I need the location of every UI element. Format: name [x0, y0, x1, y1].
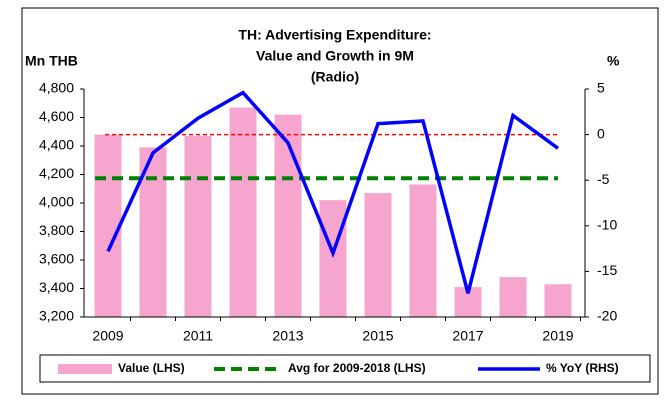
y2-tick-label: 5 [597, 80, 605, 96]
y2-tick-label: -5 [597, 171, 610, 187]
legend-label: Avg for 2009-2018 (LHS) [288, 361, 426, 375]
bar [319, 200, 347, 317]
x-tick-label: 2013 [272, 328, 303, 344]
chart-title: (Radio) [311, 69, 359, 85]
y-tick-label: 3,200 [39, 308, 74, 324]
y-tick-label: 4,400 [39, 137, 74, 153]
y2-tick-label: -20 [597, 308, 617, 324]
bar [184, 136, 212, 317]
y-tick-label: 4,000 [39, 194, 74, 210]
bar [364, 193, 392, 317]
y2-tick-label: -10 [597, 217, 617, 233]
y2-axis-label: % [607, 53, 620, 69]
y-tick-label: 3,600 [39, 251, 74, 267]
bar [274, 114, 302, 318]
y-tick-label: 4,200 [39, 165, 74, 181]
x-tick-label: 2015 [362, 328, 393, 344]
bar [499, 277, 527, 317]
legend-box [39, 354, 651, 383]
yoy-line [106, 90, 560, 294]
x-tick-label: 2017 [452, 328, 483, 344]
bar [94, 134, 122, 317]
bar [409, 184, 437, 317]
x-tick-label: 2011 [183, 328, 213, 344]
y-tick-label: 3,400 [39, 279, 74, 295]
y2-tick-label: -15 [597, 262, 617, 278]
y2-tick-label: 0 [597, 125, 605, 141]
chart-title: TH: Advertising Expenditure: [238, 27, 431, 43]
bar [229, 107, 257, 318]
bar [544, 284, 572, 317]
y-tick-label: 4,600 [39, 108, 74, 124]
y-tick-label: 4,800 [39, 80, 74, 96]
legend-label: % YoY (RHS) [546, 361, 619, 375]
y-axis-label: Mn THB [25, 53, 78, 69]
legend-label: Value (LHS) [118, 361, 185, 375]
x-tick-label: 2019 [542, 328, 573, 344]
legend-swatch [58, 364, 112, 374]
chart-title: Value and Growth in 9M [256, 48, 414, 64]
y-tick-label: 3,800 [39, 222, 74, 238]
x-tick-label: 2009 [92, 328, 123, 344]
